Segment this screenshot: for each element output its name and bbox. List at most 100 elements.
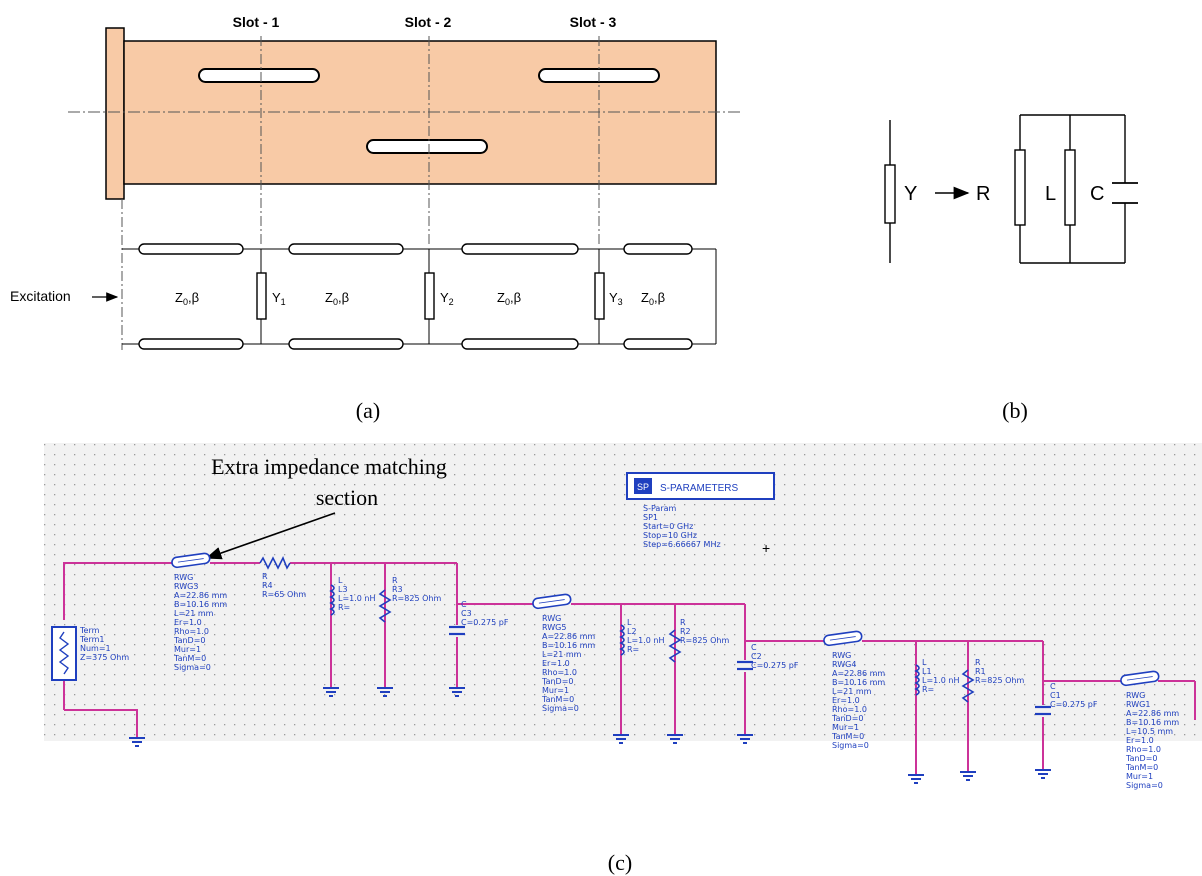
term-props: Term Term1 Num=1 Z=375 Ohm [79, 626, 129, 662]
y3-label: Y3 [609, 290, 623, 307]
slot-2 [366, 139, 488, 154]
c1-element [1035, 705, 1051, 717]
property-line: SP1 [643, 513, 658, 522]
ground-icon [960, 771, 976, 781]
property-line: TanD=0 [1125, 754, 1158, 763]
z-beta-label-3: Z0,β [497, 290, 521, 307]
property-line: Mur=1 [174, 645, 201, 654]
slot-1 [198, 68, 320, 83]
l2-props: L L2 L=1.0 nH R= [627, 618, 665, 654]
property-line: R=825 Ohm [975, 676, 1024, 685]
c2-element [737, 660, 753, 672]
property-line: Sigma=0 [174, 663, 211, 672]
property-line: Rho=1.0 [1126, 745, 1161, 754]
property-line: R=825 Ohm [680, 636, 729, 645]
y1-label: Y1 [272, 290, 286, 307]
ground-icon [449, 687, 465, 697]
sparam-props: S-Param SP1 Start=0 GHz Stop=10 GHz Step=6.6… [643, 504, 721, 549]
rwg5-props: RWG RWG5 A=22.86 mm B=10.16 mm L=21 mm Er=1.0… [541, 614, 595, 713]
property-line: RWG [542, 614, 561, 623]
property-line: L [627, 618, 632, 627]
r-symbol: R [976, 183, 990, 205]
property-line: C=0.275 pF [1050, 700, 1098, 709]
rwg5-element [532, 593, 572, 610]
property-line: S-Param [643, 504, 677, 513]
property-line: B=10.16 mm [1126, 718, 1179, 727]
ground-icon [129, 737, 145, 747]
c3-element [449, 625, 465, 637]
property-line: L [922, 658, 927, 667]
property-line: R2 [680, 627, 691, 636]
property-line: Rho=1.0 [174, 627, 209, 636]
property-line: TanD=0 [831, 714, 864, 723]
property-line: R= [627, 645, 639, 654]
excitation-label: Excitation [10, 288, 71, 304]
sparam-icon: SP [637, 482, 649, 492]
r3-element [378, 589, 392, 623]
admittance-y1 [256, 272, 267, 320]
property-line: R [680, 618, 686, 627]
l1-element [914, 664, 920, 696]
ground-icon [323, 687, 339, 697]
l1-props: L L1 L=1.0 nH R= [922, 658, 960, 694]
property-line: A=22.86 mm [174, 591, 227, 600]
property-line: RWG4 [832, 660, 856, 669]
ground-icon [613, 734, 629, 744]
property-line: R3 [392, 585, 403, 594]
sparam-title: S-PARAMETERS [660, 483, 738, 494]
property-line: Er=1.0 [542, 659, 570, 668]
property-line: C=0.275 pF [461, 618, 509, 627]
property-line: RWG5 [542, 623, 566, 632]
r1-props: R R1 R=825 Ohm [975, 658, 1024, 685]
property-line: L3 [338, 585, 348, 594]
rwg-components[interactable] [171, 552, 1160, 687]
property-line: RWG [832, 651, 851, 660]
property-line: R=825 Ohm [392, 594, 441, 603]
property-line: C [1050, 682, 1056, 691]
rwg1-props: RWG RWG1 A=22.86 mm B=10.16 mm L=10.5 mm Er=1… [1125, 691, 1179, 790]
property-line: TanM=0 [173, 654, 206, 663]
r-element [1014, 149, 1026, 226]
property-line: L [338, 576, 343, 585]
property-line: L=21 mm [174, 609, 214, 618]
term-element[interactable] [51, 626, 77, 681]
property-line: Mur=1 [542, 686, 569, 695]
property-line: R1 [975, 667, 986, 676]
property-line: Z=375 Ohm [80, 653, 129, 662]
property-line: Stop=10 GHz [643, 531, 697, 540]
y2-label: Y2 [440, 290, 454, 307]
inductors[interactable] [329, 584, 920, 696]
property-line: Er=1.0 [832, 696, 860, 705]
property-line: C1 [1050, 691, 1061, 700]
l-symbol: L [1045, 183, 1056, 205]
property-line: RWG1 [1126, 700, 1150, 709]
property-line: Er=1.0 [1126, 736, 1154, 745]
c3-props: C C3 C=0.275 pF [461, 600, 509, 627]
capacitors[interactable] [449, 625, 1051, 717]
wires [63, 562, 1196, 775]
property-line: Start=0 GHz [643, 522, 693, 531]
property-line: R [392, 576, 398, 585]
l3-props: L L3 L=1.0 nH R= [338, 576, 376, 612]
sparam-block[interactable]: SP S-PARAMETERS [626, 472, 775, 500]
property-line: L=1.0 nH [922, 676, 960, 685]
slot-3-label: Slot - 3 [570, 14, 617, 30]
property-line: L=1.0 nH [338, 594, 376, 603]
ground-icon [908, 774, 924, 784]
c2-props: C C2 C=0.275 pF [751, 643, 799, 670]
y-element [884, 164, 896, 224]
r4-element[interactable] [259, 556, 291, 570]
property-line: R= [922, 685, 934, 694]
z-beta-label-4: Z0,β [641, 290, 665, 307]
r3-props: R R3 R=825 Ohm [392, 576, 441, 603]
property-line: Sigma=0 [832, 741, 869, 750]
property-line: Rho=1.0 [832, 705, 867, 714]
shunt-resistors[interactable] [378, 589, 975, 703]
admittance-y2 [424, 272, 435, 320]
panel-a: Slot - 1 Slot - 2 Slot - 3 Z0,β Z0,β [10, 14, 742, 423]
rwg4-props: RWG RWG4 A=22.86 mm B=10.16 mm L=21 mm Er=1.0… [831, 651, 885, 750]
slot-1-label: Slot - 1 [233, 14, 280, 30]
property-line: TanM=0 [541, 695, 574, 704]
property-line: TanD=0 [173, 636, 206, 645]
